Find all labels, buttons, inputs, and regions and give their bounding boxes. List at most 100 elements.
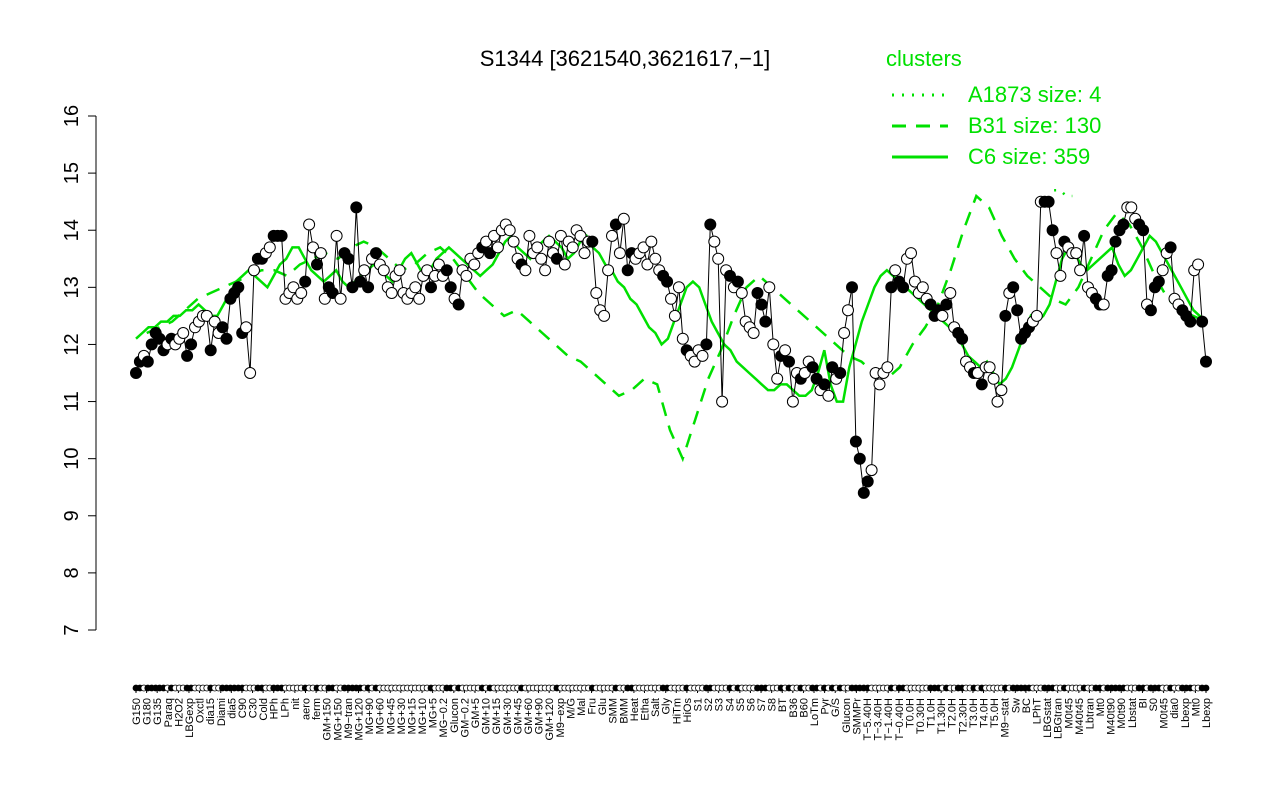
x-tick-label: BI bbox=[1137, 698, 1149, 708]
data-point bbox=[598, 309, 611, 322]
x-tick-label: S8 bbox=[767, 698, 779, 711]
data-line bbox=[135, 201, 1207, 494]
data-point bbox=[818, 378, 831, 391]
data-point bbox=[838, 327, 851, 339]
data-point bbox=[735, 287, 748, 299]
data-point bbox=[751, 287, 764, 299]
x-tick-label: MG+45 bbox=[385, 698, 397, 734]
chart-title: S1344 [3621540,3621617,−1] bbox=[480, 46, 771, 71]
series-lines bbox=[135, 188, 1207, 463]
data-point bbox=[846, 281, 858, 294]
data-point bbox=[204, 344, 217, 357]
x-tick-label: T−0.40H bbox=[894, 698, 906, 741]
data-point bbox=[767, 338, 780, 351]
x-tick-label: M0t45 bbox=[1063, 698, 1075, 729]
data-point bbox=[916, 281, 929, 294]
x-tick-label: GM+60 bbox=[523, 698, 535, 734]
x-tick-label: MG+150 bbox=[332, 698, 344, 741]
x-tick-label: S5 bbox=[735, 698, 747, 711]
data-point bbox=[1054, 269, 1067, 282]
series-line-b31 bbox=[146, 193, 1207, 463]
data-point bbox=[696, 349, 709, 362]
x-tick-label: T3.0H bbox=[968, 698, 980, 728]
x-tick-label: M9−exp bbox=[555, 698, 567, 737]
x-tick-label: T5.0H bbox=[989, 698, 1001, 728]
x-tick-label: T−1.40H bbox=[883, 698, 895, 741]
x-tick-label: Gly bbox=[661, 698, 673, 715]
x-tick-label: S4 bbox=[724, 698, 736, 711]
data-point bbox=[1050, 247, 1063, 260]
x-tick-label: LoTm bbox=[809, 698, 821, 726]
data-point bbox=[822, 389, 835, 402]
data-point bbox=[370, 247, 382, 260]
data-point bbox=[987, 372, 1000, 385]
x-tick-label: S7 bbox=[756, 698, 768, 711]
data-point bbox=[409, 281, 422, 294]
data-point bbox=[452, 298, 465, 311]
x-tick-label: Lbstat bbox=[1127, 698, 1139, 728]
data-point bbox=[263, 241, 276, 254]
data-point bbox=[362, 281, 375, 294]
data-point bbox=[983, 361, 996, 374]
x-tick-label: M40t90 bbox=[1106, 698, 1118, 735]
x-tick-label: MG+60 bbox=[375, 698, 387, 734]
x-tick-label: Etha bbox=[640, 697, 652, 721]
data-point bbox=[1152, 275, 1165, 288]
x-tick-label: T2.0H bbox=[947, 698, 959, 728]
data-point bbox=[535, 252, 548, 265]
x-tick-label: MG+10 bbox=[417, 698, 429, 734]
x-tick-label: MG+5 bbox=[428, 698, 440, 728]
data-point bbox=[1097, 298, 1110, 311]
x-tick-label: HiTm bbox=[671, 698, 683, 724]
x-tick-label: HiOs bbox=[682, 698, 694, 723]
x-tick-label: Glucon bbox=[449, 698, 461, 733]
data-point bbox=[425, 281, 437, 294]
y-tick-label: 11 bbox=[61, 391, 83, 412]
data-point bbox=[944, 287, 957, 299]
data-point bbox=[314, 247, 327, 260]
x-tick-label: Sw bbox=[1010, 698, 1022, 713]
x-tick-label: M0t90 bbox=[1116, 698, 1128, 729]
data-point bbox=[1156, 264, 1169, 277]
y-tick-label: 8 bbox=[61, 567, 83, 578]
x-tick-label: dia5 bbox=[226, 698, 238, 719]
data-point bbox=[905, 247, 917, 260]
data-point bbox=[295, 287, 308, 299]
y-axis: 7 8 9 10 11 12 13 14 15 16 bbox=[61, 105, 97, 636]
data-point bbox=[385, 287, 398, 299]
data-point bbox=[665, 292, 677, 305]
x-tick-label: LBGexp bbox=[184, 698, 196, 738]
data-point bbox=[543, 235, 556, 248]
x-tick-label: Glucon bbox=[841, 698, 853, 733]
x-tick-label: Mt0 bbox=[1190, 698, 1202, 716]
x-tick-label: Mal bbox=[576, 698, 588, 716]
x-tick-label: Lbtran bbox=[1084, 698, 1096, 729]
legend-label-a1873: A1873 size: 4 bbox=[968, 82, 1101, 107]
x-tick-label: LBGstat bbox=[1042, 698, 1054, 738]
data-point bbox=[216, 321, 229, 334]
x-tick-label: T−3.40H bbox=[873, 698, 885, 741]
data-point bbox=[377, 264, 390, 277]
data-point bbox=[240, 321, 253, 334]
x-tick-label: GM+90 bbox=[534, 698, 546, 734]
data-point bbox=[991, 395, 1004, 408]
x-tick-label: SMMPr bbox=[851, 698, 863, 735]
data-point bbox=[940, 298, 953, 311]
x-tick-label: GM+120 bbox=[544, 698, 556, 741]
x-tick-label: C90 bbox=[237, 698, 249, 718]
x-tick-label: Heat bbox=[629, 698, 641, 721]
data-point bbox=[1030, 309, 1043, 322]
data-point bbox=[806, 361, 819, 374]
x-tick-label: ferm bbox=[311, 698, 323, 720]
x-tick-label: G/S bbox=[830, 698, 842, 717]
data-point bbox=[783, 355, 795, 368]
data-point bbox=[1042, 195, 1055, 208]
x-tick-label: H2O2 bbox=[173, 698, 185, 727]
y-tick-label: 12 bbox=[61, 333, 83, 355]
data-point bbox=[413, 292, 426, 305]
x-tick-label: nit bbox=[290, 698, 302, 710]
legend: clusters A1873 size: 4 B31 size: 130 C6 … bbox=[886, 46, 1101, 169]
x-tick-label: GM+5 bbox=[470, 698, 482, 728]
x-tick-label: SMM bbox=[608, 698, 620, 724]
data-point bbox=[763, 281, 776, 294]
